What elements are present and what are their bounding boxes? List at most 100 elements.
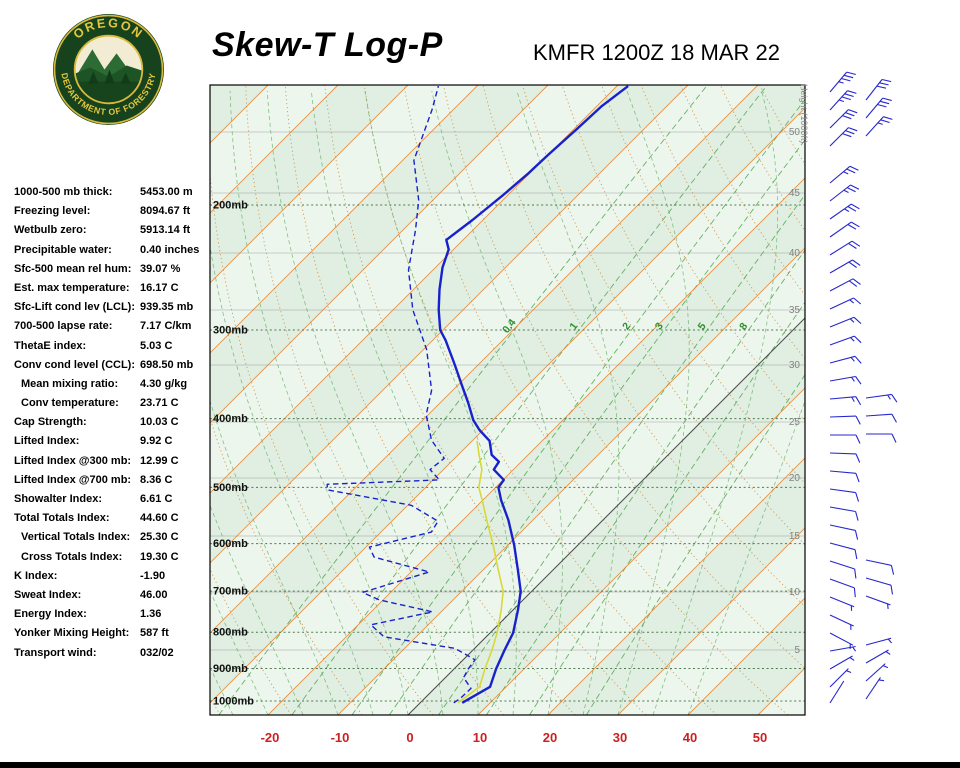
stat-value: 587 ft [140,627,169,640]
stat-row: ThetaE index: 5.03 C [14,340,216,359]
temp-axis-label: -10 [331,730,350,745]
stat-value: 939.35 mb [140,301,194,314]
mixing-ratio-label: 2 [620,320,633,332]
stat-label: Lifted Index @700 mb: [14,473,132,486]
stat-value: 5453.00 m [140,186,193,198]
height-axis-title: Height (1000ft) [799,84,809,144]
pressure-label: 200mb [213,200,248,212]
stat-row: Freezing level: 8094.67 ft [14,205,216,224]
wind-barbs [829,71,898,704]
height-lines [210,131,805,651]
height-label: 15 [789,531,801,542]
page-title: Skew-T Log-P [212,26,443,64]
temp-axis-label: 10 [473,730,487,745]
stats-panel: 1000-500 mb thick: 5453.00 m Freezing leve… [14,186,216,666]
stat-value: 5913.14 ft [140,224,191,237]
stat-label: Sfc-500 mean rel hum: [14,262,132,275]
station-datetime: KMFR 1200Z 18 MAR 22 [533,40,780,65]
stat-row: Transport wind: 032/02 [14,647,216,666]
stat-label: Transport wind: [14,646,97,659]
height-label: 35 [789,305,801,316]
logo-outer-ring [53,14,164,125]
bottom-bar [0,762,960,768]
stat-label: 700-500 lapse rate: [14,320,113,333]
stat-label: Lifted Index: [14,435,80,448]
stat-label: Showalter Index: [14,493,103,505]
stat-value: 16.17 C [140,281,179,294]
plot-area [210,85,805,715]
stat-value: 6.61 C [140,493,173,505]
stat-label: Est. max temperature: [14,281,130,294]
stat-row: Cross Totals Index: 19.30 C [14,551,216,570]
stat-row: Lifted Index: 9.92 C [14,435,216,454]
stat-row: Yonker Mixing Height: 587 ft [14,627,216,646]
height-label: 40 [789,248,801,259]
stat-label: 1000-500 mb thick: [14,186,113,198]
stat-label: Cross Totals Index: [21,550,123,563]
isotherms [210,85,805,715]
logo-tree-icon [88,71,99,84]
stat-value: 8094.67 ft [140,205,191,218]
stat-row: Sfc-500 mean rel hum: 39.07 % [14,263,216,282]
height-label: 20 [789,473,801,484]
temp-axis-label: -20 [261,730,280,745]
moist-adiabats [210,90,805,715]
stat-value: 25.30 C [140,531,179,544]
stat-row: K Index: -1.90 [14,570,216,589]
pressure-label: 900mb [213,663,248,675]
pressure-label: 1000mb [213,695,254,707]
stat-label: Energy Index: [14,608,87,621]
stat-value: 5.03 C [140,339,173,352]
stat-value: 8.36 C [140,473,173,486]
stat-value: -1.90 [140,569,166,582]
pressure-label: 800mb [213,627,248,639]
stat-row: Precipitable water: 0.40 inches [14,244,216,263]
logo-inner-ring [73,34,144,105]
temperature-trace [437,85,629,704]
wetbulb-trace [457,440,505,704]
mixing-ratio-label: 8 [737,321,750,333]
stat-row: Vertical Totals Index: 25.30 C [14,531,216,550]
stat-value: 23.71 C [140,397,179,410]
stat-value: 39.07 % [140,262,181,275]
stat-label: Vertical Totals Index: [21,531,131,544]
pressure-label: 600mb [213,538,248,550]
stat-row: Lifted Index @700 mb: 8.36 C [14,474,216,493]
pressure-label: 500mb [213,482,248,494]
stat-row: Lifted Index @300 mb: 12.99 C [14,455,216,474]
temp-axis-label: 0 [406,730,413,745]
stat-label: Yonker Mixing Height: [14,627,130,640]
chart-labels: 200mb 300mb 400mb 500mb 600mb 700mb 800mb 900mb… [213,84,809,745]
height-label: 5 [794,645,800,656]
stat-label: Freezing level: [14,205,91,218]
stat-value: 19.30 C [140,550,179,563]
stat-value: 698.50 mb [140,358,194,371]
stat-label: Sfc-Lift cond lev (LCL): [14,301,135,314]
logo-forest [75,81,142,103]
stat-row: Sweat Index: 46.00 [14,589,216,608]
temp-axis-label: 30 [613,730,627,745]
stat-row: Conv temperature: 23.71 C [14,397,216,416]
stat-label: Wetbulb zero: [14,224,87,237]
stat-value: 44.60 C [140,512,179,525]
stat-value: 032/02 [140,646,174,659]
stat-row: Total Totals Index: 44.60 C [14,512,216,531]
stat-value: 10.03 C [140,416,179,429]
logo-scene [75,49,142,103]
stat-row: 1000-500 mb thick: 5453.00 m [14,186,216,205]
stat-row: Conv cond level (CCL): 698.50 mb [14,359,216,378]
stat-row: Showalter Index: 6.61 C [14,493,216,512]
stat-row: 700-500 lapse rate: 7.17 C/km [14,320,216,339]
height-label: 30 [789,360,801,371]
pressure-label: 400mb [213,413,248,425]
stat-label: Conv temperature: [21,397,119,410]
stat-row: Wetbulb zero: 5913.14 ft [14,224,216,243]
mixing-ratio-label: 5 [696,320,709,332]
stat-value: 0.40 inches [140,243,200,256]
stat-label: ThetaE index: [14,339,87,352]
logo-tree-icon [120,72,131,84]
logo-tree-icon [104,69,115,84]
stat-label: Conv cond level (CCL): [14,358,136,371]
